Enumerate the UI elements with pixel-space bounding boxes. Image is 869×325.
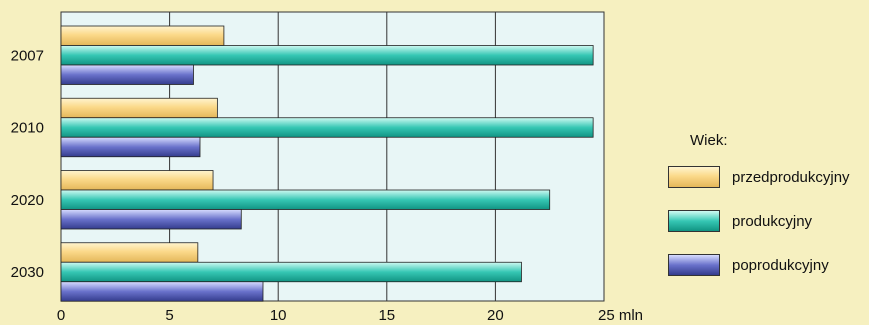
x-tick-label: 15 [378,307,395,324]
bar-produkcyjny-2010 [60,117,594,138]
legend-swatch-produkcyjny [668,210,720,232]
y-tick-label: 2007 [11,47,44,64]
legend-swatch-przedprodukcyjny [668,166,720,188]
bar-poprodukcyjny-2030 [60,281,264,302]
legend-item-przedprodukcyjny: przedprodukcyjny [668,165,850,189]
bar-przedprodukcyjny-2030 [60,242,199,263]
legend-label-poprodukcyjny: poprodukcyjny [732,256,829,274]
bar-poprodukcyjny-2007 [60,64,194,85]
legend-label-przedprodukcyjny: przedprodukcyjny [732,168,850,186]
bar-przedprodukcyjny-2020 [60,170,214,191]
x-tick-label: 5 [165,307,173,324]
x-tick-label: 25 mln [598,307,643,324]
y-tick-label: 2030 [11,264,44,281]
x-tick-label: 10 [270,307,287,324]
legend-title: Wiek: [690,132,728,149]
bar-poprodukcyjny-2020 [60,209,242,230]
bar-przedprodukcyjny-2010 [60,97,218,119]
y-tick-label: 2010 [11,120,44,137]
bar-przedprodukcyjny-2007 [60,25,225,46]
y-tick-label: 2020 [11,192,44,209]
x-tick-label: 0 [57,307,65,324]
legend: Wiek: przedprodukcyjny produkcyjny popro… [668,132,850,297]
legend-item-produkcyjny: produkcyjny [668,209,850,233]
legend-swatch-poprodukcyjny [668,254,720,276]
x-tick-label: 20 [487,307,504,324]
legend-item-poprodukcyjny: poprodukcyjny [668,253,850,277]
bar-poprodukcyjny-2010 [60,136,201,158]
bar-produkcyjny-2007 [60,45,594,66]
bar-produkcyjny-2020 [60,189,551,210]
legend-label-produkcyjny: produkcyjny [732,212,813,230]
bar-produkcyjny-2030 [60,261,522,283]
